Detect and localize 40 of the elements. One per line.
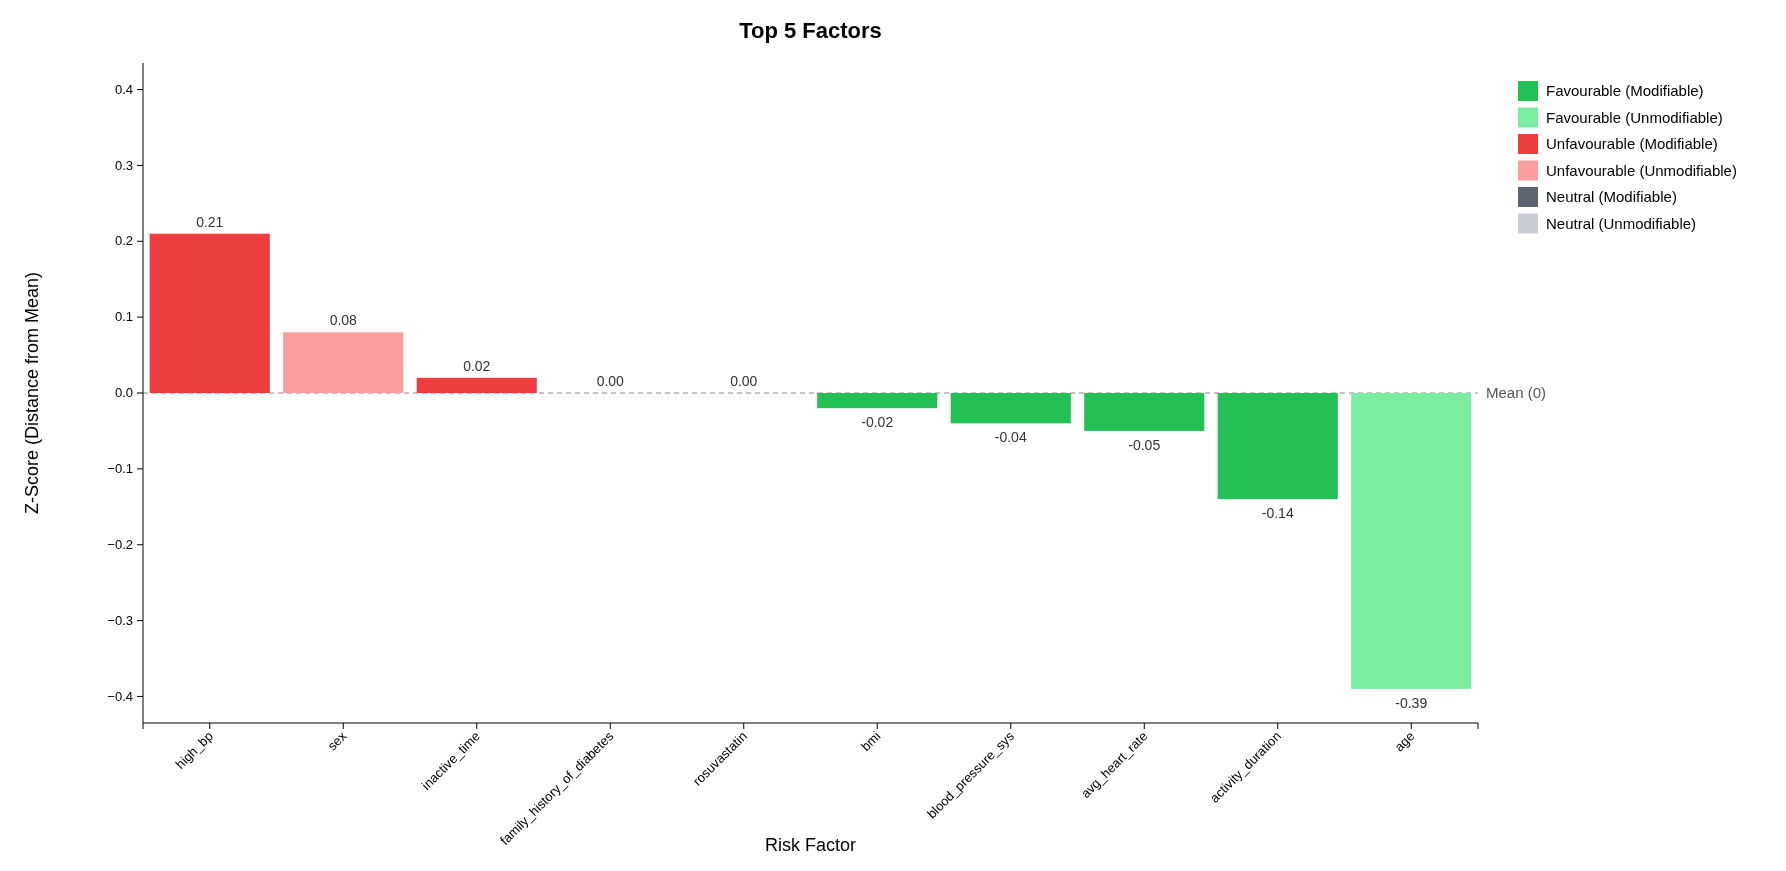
y-tick-label: 0.4	[114, 81, 133, 97]
legend-label: Unfavourable (Modifiable)	[1546, 135, 1718, 152]
chart-title: Top 5 Factors	[739, 18, 882, 43]
data-label: -0.02	[861, 414, 894, 431]
data-label: 0.21	[196, 213, 224, 230]
x-tick-label: sex	[324, 728, 350, 754]
y-tick-label: 0.2	[114, 233, 133, 249]
legend-label: Neutral (Modifiable)	[1546, 188, 1677, 205]
bar	[149, 233, 270, 393]
legend-label: Favourable (Modifiable)	[1546, 82, 1704, 99]
data-label: -0.39	[1395, 694, 1428, 711]
y-tick-label: 0.0	[114, 385, 133, 401]
bar	[1084, 393, 1205, 431]
bar	[950, 393, 1071, 424]
y-tick-label: −0.2	[107, 536, 133, 552]
data-label: 0.02	[463, 357, 491, 374]
y-tick-label: −0.1	[107, 461, 133, 477]
bar	[416, 377, 537, 393]
data-label: -0.05	[1128, 436, 1161, 453]
y-axis-title: Z-Score (Distance from Mean)	[22, 271, 42, 515]
data-label: 0.00	[596, 373, 625, 389]
legend-label: Neutral (Unmodifiable)	[1546, 214, 1697, 232]
legend-label: Unfavourable (Unmodifiable)	[1546, 161, 1737, 179]
data-label: 0.08	[329, 312, 358, 329]
data-label: -0.14	[1261, 505, 1294, 522]
y-tick-label: −0.3	[107, 612, 133, 628]
data-label: 0.00	[730, 373, 758, 389]
x-tick-label: bmi	[857, 728, 884, 754]
x-axis-title: Risk Factor	[764, 835, 857, 855]
ref-line-label: Mean (0)	[1486, 384, 1547, 401]
y-tick-label: 0.3	[114, 157, 133, 173]
y-tick-label: −0.4	[107, 688, 133, 704]
legend-label: Favourable (Unmodifiable)	[1546, 108, 1723, 126]
bar	[1351, 393, 1472, 689]
bar	[283, 332, 404, 393]
y-tick-label: 0.1	[114, 309, 133, 325]
bar	[817, 393, 938, 409]
bar	[1217, 393, 1338, 500]
x-tick-label: age	[1391, 728, 1418, 755]
data-label: -0.04	[994, 429, 1027, 446]
